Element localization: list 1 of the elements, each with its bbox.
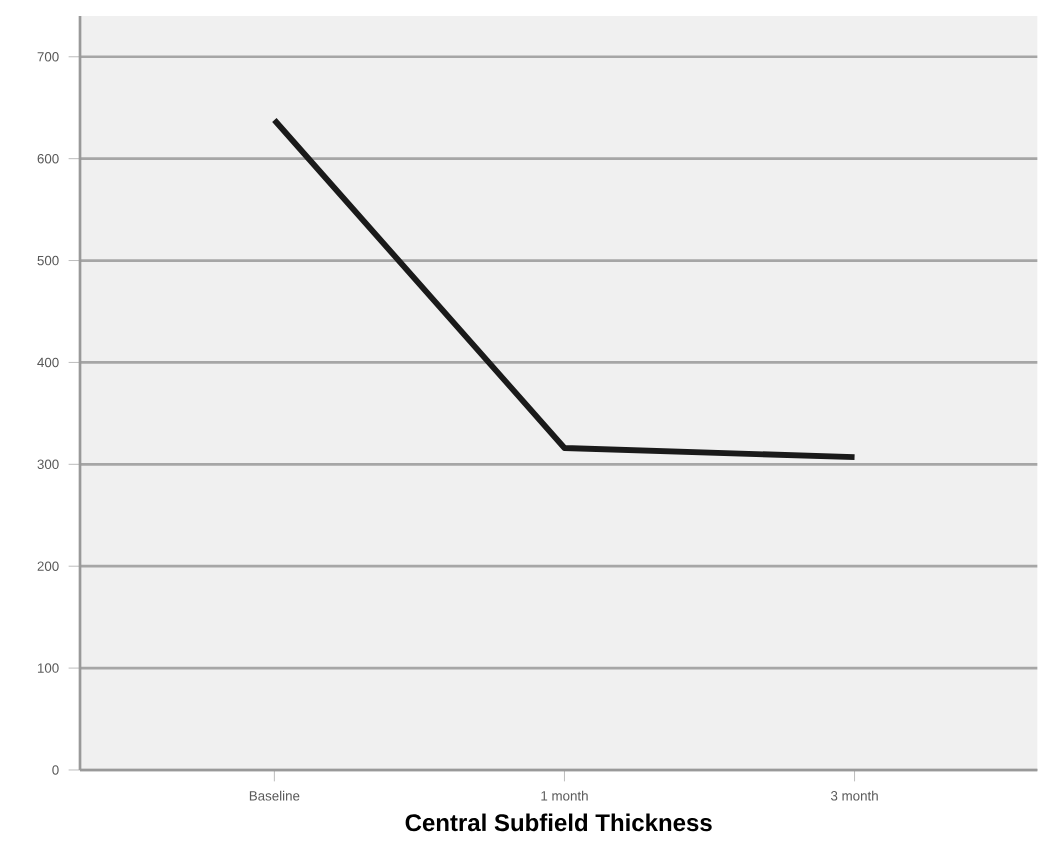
x-axis-title: Central Subfield Thickness xyxy=(405,813,712,832)
